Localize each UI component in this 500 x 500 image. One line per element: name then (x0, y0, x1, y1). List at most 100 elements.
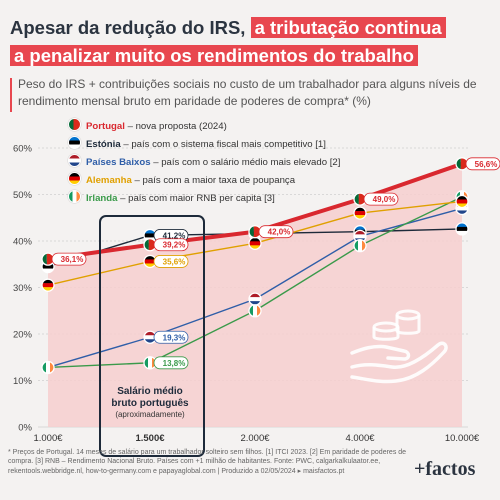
flag-stripe (358, 193, 366, 206)
flag-stripe (354, 230, 366, 235)
data-point (41, 360, 55, 375)
legend-country: Portugal (86, 121, 125, 132)
flag-stripe (354, 207, 366, 212)
data-point (248, 292, 262, 306)
x-axis: 1.000€ 1.500€ 2.000€ 4.000€ 10.000€ (33, 433, 479, 444)
footnote: * Preços de Portugal. 14 meses de salári… (8, 449, 407, 475)
flag-stripe (144, 339, 156, 344)
data-point (248, 236, 262, 250)
legend-country: Países Baixos (86, 157, 151, 168)
data-label: 42,0% (268, 228, 291, 237)
y-tick-label: 50% (13, 190, 33, 201)
flag-stripe (249, 297, 261, 302)
flag-stripe (144, 259, 156, 264)
flag-stripe (456, 206, 468, 211)
flag-stripe (354, 225, 366, 230)
data-label-bg (153, 255, 189, 268)
flag-stripe (456, 226, 468, 232)
salary-label-line2: bruto português (111, 398, 189, 409)
flag-stripe (42, 268, 54, 273)
data-point (248, 304, 262, 318)
flag-stripe (50, 361, 54, 374)
flag-stripe (46, 361, 51, 374)
x-tick-label: 1.500€ (135, 433, 165, 444)
flag-stripe (42, 253, 47, 266)
legend-item-ireland: Irlanda – país com maior RNB per capita … (68, 190, 275, 204)
brand-logo: +factos (414, 458, 476, 480)
flag-stripe (42, 283, 54, 288)
x-tick-label: 1.000€ (33, 433, 63, 444)
x-tick-label: 2.000€ (240, 433, 270, 444)
subtitle-text: Peso do IRS + contribuições sociais no c… (18, 77, 477, 108)
flag-stripe (249, 245, 261, 250)
flag-stripe (249, 225, 254, 238)
marker-flag (42, 253, 54, 266)
salary-label-line1: Salário médio (117, 386, 183, 397)
data-label: 56,6% (475, 160, 498, 169)
legend-country: Alemanha (86, 175, 132, 186)
marker-ring (353, 206, 367, 220)
data-point (455, 222, 469, 236)
x-tick-label: 10.000€ (445, 433, 480, 444)
marker-flag (144, 238, 156, 251)
flag-stripe (354, 239, 359, 252)
flag-stripe (354, 234, 366, 239)
data-label: 13,8% (163, 359, 186, 368)
data-label-bg (363, 192, 399, 206)
title-highlight-1: a tributação continua (250, 17, 446, 38)
salary-highlight-box (99, 215, 205, 457)
data-label: 35,6% (163, 257, 186, 266)
marker-flag (144, 331, 156, 344)
marker-flag (249, 237, 261, 250)
y-tick-label: 0% (18, 423, 32, 434)
flag-stripe (249, 293, 261, 298)
estonia-flag-icon (68, 136, 81, 149)
title-line-2: a penalizar muito os rendimentos do trab… (10, 42, 418, 70)
subtitle-accent-bar (10, 78, 12, 112)
marker-ring (455, 194, 469, 209)
money-hand-icon (350, 309, 448, 384)
marker-flag (456, 222, 468, 235)
legend-desc: – país com o salário médio mais elevado … (150, 157, 341, 168)
data-label: 41,2% (163, 231, 186, 240)
y-tick-label: 30% (13, 283, 33, 294)
legend-country: Estónia (86, 139, 121, 150)
salary-highlight-rect (99, 215, 205, 457)
data-label: 39,2% (163, 241, 186, 250)
y-tick-label: 10% (13, 376, 33, 387)
legend-desc: – nova proposta (2024) (124, 121, 227, 132)
flag-stripe (144, 229, 156, 234)
legend-desc: – país com maior RNB per capita [3] (117, 193, 275, 204)
marker-flag (144, 255, 156, 268)
marker-flag (42, 361, 54, 374)
marker-flag (354, 239, 366, 252)
subtitle: Peso do IRS + contribuições sociais no c… (10, 76, 490, 114)
flag-stripe (42, 361, 47, 374)
x-tick-label: 4.000€ (345, 433, 375, 444)
y-tick-label: 60% (13, 144, 33, 155)
data-label-bg (51, 252, 87, 266)
marker-flag (456, 195, 468, 208)
flag-stripe (354, 215, 366, 220)
ireland-flag-icon (68, 190, 81, 203)
flag-stripe (456, 157, 461, 170)
flag-stripe (249, 304, 254, 317)
data-label: 19,3% (163, 333, 186, 342)
data-labels: 41,2% 19,3% 13,8% 35,6% 36,1% 39,2% 42,0% 49,0%… (51, 157, 500, 370)
title-highlight-2: a penalizar muito os rendimentos do trab… (10, 45, 418, 66)
flag-stripe (456, 230, 468, 235)
marker-flag (354, 207, 366, 220)
marker-ring (455, 222, 469, 236)
data-label-bg (258, 225, 294, 239)
data-label: 49,0% (373, 195, 396, 204)
flag-stripe (456, 222, 468, 228)
legend-desc: – país com a maior taxa de poupança (131, 175, 296, 186)
flag-stripe (144, 356, 149, 369)
legend-item-germany: Alemanha – país com a maior taxa de poup… (68, 172, 295, 186)
flag-stripe (249, 241, 261, 246)
legend-item-portugal: Portugal – nova proposta (2024) (68, 118, 227, 132)
salary-box-label: Salário médio bruto português (aproximad… (100, 386, 200, 420)
legend-country: Irlanda (86, 193, 118, 204)
marker-ring (41, 278, 55, 292)
